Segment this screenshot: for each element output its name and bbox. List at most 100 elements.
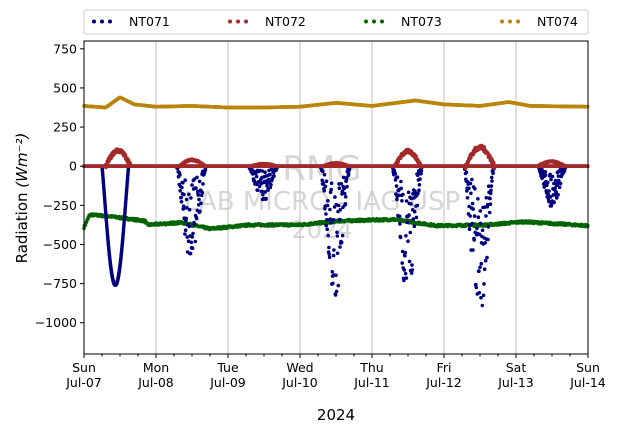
data-point-NT071 (398, 222, 402, 226)
data-point-NT071 (256, 188, 260, 192)
data-point-NT071 (543, 173, 548, 178)
data-point-NT071 (181, 181, 185, 185)
data-point-NT071 (342, 191, 347, 196)
data-point-NT071 (320, 178, 325, 183)
data-point-NT071 (465, 189, 469, 193)
data-point-NT071 (477, 290, 482, 295)
data-point-NT071 (345, 184, 349, 189)
data-point-NT071 (335, 230, 339, 235)
data-point-NT071 (196, 193, 201, 197)
data-point-NT071 (327, 252, 332, 257)
data-point-NT071 (404, 276, 409, 280)
data-point-NT071 (184, 216, 188, 221)
data-point-NT071 (393, 172, 398, 176)
data-point-NT071 (397, 193, 401, 198)
data-point-NT071 (199, 201, 203, 205)
data-point-NT071 (326, 233, 331, 238)
data-point-NT071 (400, 261, 405, 265)
data-point-NT071 (417, 188, 421, 192)
data-point-NT071 (197, 179, 202, 184)
data-point-NT071 (327, 245, 331, 250)
series-NT073 (82, 212, 590, 232)
data-point-NT071 (478, 265, 482, 270)
data-point-NT071 (489, 184, 494, 188)
data-point-NT071 (418, 177, 422, 181)
data-point-NT071 (346, 171, 351, 176)
data-point-NT071 (264, 196, 268, 201)
data-point-NT071 (200, 190, 205, 195)
data-point-NT071 (482, 267, 487, 272)
data-point-NT071 (556, 192, 560, 197)
data-point-NT071 (481, 293, 486, 298)
data-point-NT071 (414, 215, 419, 220)
data-point-NT071 (542, 185, 547, 189)
data-point-NT071 (412, 209, 417, 214)
data-point-NT071 (484, 195, 489, 200)
data-point-NT071 (410, 263, 414, 267)
data-point-NT071 (323, 184, 328, 189)
data-point-NT071 (483, 241, 488, 245)
data-point-NT071 (187, 192, 191, 197)
data-point-NT071 (416, 191, 420, 195)
data-point-NT071 (467, 227, 472, 231)
data-point-NT071 (484, 214, 488, 218)
data-point-NT071 (404, 199, 409, 203)
data-point-NT071 (331, 253, 336, 258)
data-points (82, 95, 590, 308)
data-point-NT071 (472, 238, 477, 242)
data-point-NT071 (271, 171, 276, 175)
data-point-NT071 (194, 186, 198, 190)
data-point-NT071 (198, 209, 202, 214)
data-point-NT071 (322, 188, 327, 193)
data-point-NT071 (331, 281, 335, 286)
data-point-NT071 (268, 185, 273, 190)
data-point-NT071 (557, 185, 562, 189)
data-point-NT071 (325, 218, 329, 222)
data-point-NT071 (480, 303, 485, 308)
data-point-NT071 (178, 173, 182, 177)
data-point-NT071 (488, 191, 493, 196)
data-point-NT071 (552, 200, 556, 205)
data-point-NT071 (553, 178, 558, 183)
data-point-NT071 (397, 214, 402, 219)
data-point-NT071 (546, 180, 550, 185)
data-point-NT071 (194, 216, 199, 221)
data-point-NT071 (337, 186, 342, 190)
data-point-NT071 (400, 249, 405, 254)
data-point-NT071 (336, 203, 341, 208)
data-point-NT071 (343, 202, 348, 206)
data-point-NT071 (336, 283, 341, 288)
data-point-NT071 (398, 235, 403, 240)
data-point-NT071 (334, 289, 339, 294)
data-point-NT071 (488, 196, 492, 201)
data-point-NT071 (326, 199, 330, 203)
data-point-NT071 (409, 271, 414, 275)
data-point-NT071 (190, 246, 195, 250)
data-point-NT071 (550, 174, 555, 179)
data-point-NT071 (340, 233, 345, 238)
data-point-NT071 (472, 214, 477, 218)
data-point-NT071 (338, 245, 342, 249)
data-point-NT071 (325, 203, 330, 208)
data-point-NT071 (553, 186, 557, 190)
data-point-NT071 (547, 189, 551, 193)
data-point-NT071 (480, 228, 485, 232)
data-point-NT071 (269, 183, 273, 187)
data-point-NT071 (327, 255, 332, 260)
data-point-NT071 (403, 271, 408, 276)
data-point-NT071 (254, 174, 259, 179)
data-point-NT071 (549, 204, 554, 208)
data-point-NT071 (406, 239, 410, 243)
data-point-NT071 (203, 168, 208, 172)
data-point-NT071 (329, 187, 334, 192)
data-point-NT071 (474, 285, 479, 290)
data-point-NT071 (338, 208, 343, 212)
data-point-NT071 (265, 184, 269, 188)
data-point-NT071 (195, 175, 199, 180)
data-point-NT071 (179, 200, 184, 204)
data-point-NT071 (471, 248, 475, 252)
data-point-NT071 (328, 217, 333, 221)
data-point-NT071 (257, 184, 262, 188)
data-point-NT071 (333, 195, 337, 199)
data-point-NT071 (468, 181, 473, 186)
